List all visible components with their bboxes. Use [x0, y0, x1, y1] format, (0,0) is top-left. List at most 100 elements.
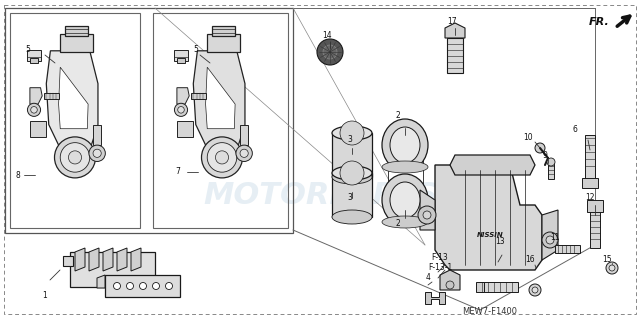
Circle shape [240, 149, 248, 157]
Bar [177, 58, 185, 63]
Polygon shape [97, 275, 105, 288]
Ellipse shape [382, 216, 428, 228]
Bar [555, 245, 580, 253]
Circle shape [340, 121, 364, 145]
Polygon shape [30, 120, 46, 137]
Circle shape [215, 151, 229, 164]
Text: 3: 3 [347, 194, 353, 203]
Circle shape [140, 282, 147, 290]
Polygon shape [445, 23, 465, 38]
Polygon shape [75, 248, 85, 271]
Polygon shape [435, 165, 542, 270]
Circle shape [153, 282, 160, 290]
Circle shape [542, 232, 558, 248]
Bar [388, 133, 423, 213]
Polygon shape [206, 67, 235, 129]
Text: 13: 13 [495, 238, 505, 247]
Polygon shape [93, 125, 101, 145]
Polygon shape [450, 155, 535, 175]
Text: 9: 9 [542, 151, 547, 160]
Circle shape [317, 39, 343, 65]
Polygon shape [58, 67, 88, 129]
Bar [207, 34, 240, 52]
Text: FR.: FR. [589, 17, 610, 27]
Circle shape [89, 145, 105, 161]
Ellipse shape [390, 127, 420, 163]
Polygon shape [177, 120, 194, 137]
Bar [5, 8, 293, 233]
Polygon shape [194, 51, 245, 145]
Bar [480, 282, 518, 292]
Text: 3: 3 [347, 135, 353, 144]
Polygon shape [542, 210, 558, 260]
Circle shape [28, 103, 40, 117]
Bar [590, 210, 600, 248]
Text: 10: 10 [523, 134, 533, 143]
Bar [70, 252, 155, 287]
Bar [65, 26, 88, 36]
Text: MEW7-F1400: MEW7-F1400 [463, 308, 517, 317]
Text: 2: 2 [395, 220, 401, 229]
Bar [191, 93, 206, 99]
Text: 7: 7 [176, 168, 180, 177]
Circle shape [165, 282, 172, 290]
Polygon shape [131, 248, 141, 271]
Circle shape [323, 45, 337, 59]
Circle shape [207, 143, 237, 172]
Text: 12: 12 [585, 194, 595, 203]
Circle shape [178, 107, 184, 113]
Text: 2: 2 [395, 110, 401, 119]
Circle shape [606, 262, 618, 274]
Bar [548, 163, 554, 179]
Polygon shape [103, 248, 113, 271]
Bar [44, 93, 58, 99]
Circle shape [529, 284, 541, 296]
Ellipse shape [390, 182, 420, 218]
Polygon shape [425, 292, 445, 304]
Bar [212, 26, 235, 36]
Text: F-13: F-13 [431, 254, 448, 263]
Text: 17: 17 [447, 18, 457, 27]
Polygon shape [240, 125, 248, 145]
Circle shape [535, 143, 545, 153]
Circle shape [113, 282, 121, 290]
Text: 1: 1 [42, 291, 47, 299]
Polygon shape [46, 51, 98, 145]
Ellipse shape [332, 126, 372, 140]
Circle shape [547, 158, 555, 166]
Text: 8: 8 [15, 170, 21, 179]
Text: 5: 5 [194, 46, 199, 55]
Bar [174, 50, 188, 61]
Text: 5: 5 [26, 46, 30, 55]
Circle shape [446, 281, 454, 289]
Circle shape [609, 265, 615, 271]
Text: 16: 16 [525, 256, 535, 265]
Text: 15: 15 [602, 256, 612, 265]
Bar [447, 38, 463, 73]
Bar [105, 275, 180, 297]
Bar [332, 173, 372, 217]
Bar [585, 135, 595, 180]
Bar [63, 256, 73, 266]
Text: 4: 4 [426, 273, 431, 282]
Circle shape [423, 211, 431, 219]
Circle shape [93, 149, 101, 157]
Circle shape [126, 282, 133, 290]
Bar [153, 13, 288, 228]
Polygon shape [30, 88, 42, 104]
Bar [10, 13, 140, 228]
Text: 6: 6 [572, 126, 578, 134]
Text: F-13-1: F-13-1 [428, 264, 452, 273]
Circle shape [54, 137, 96, 178]
Bar [332, 133, 372, 177]
Ellipse shape [332, 166, 372, 180]
Polygon shape [420, 190, 435, 230]
Polygon shape [440, 270, 460, 290]
Bar [30, 58, 38, 63]
Text: MOTORPARTS: MOTORPARTS [204, 180, 438, 210]
Polygon shape [117, 248, 127, 271]
Circle shape [69, 151, 81, 164]
Bar [28, 50, 40, 61]
Polygon shape [89, 248, 99, 271]
Circle shape [236, 145, 253, 161]
